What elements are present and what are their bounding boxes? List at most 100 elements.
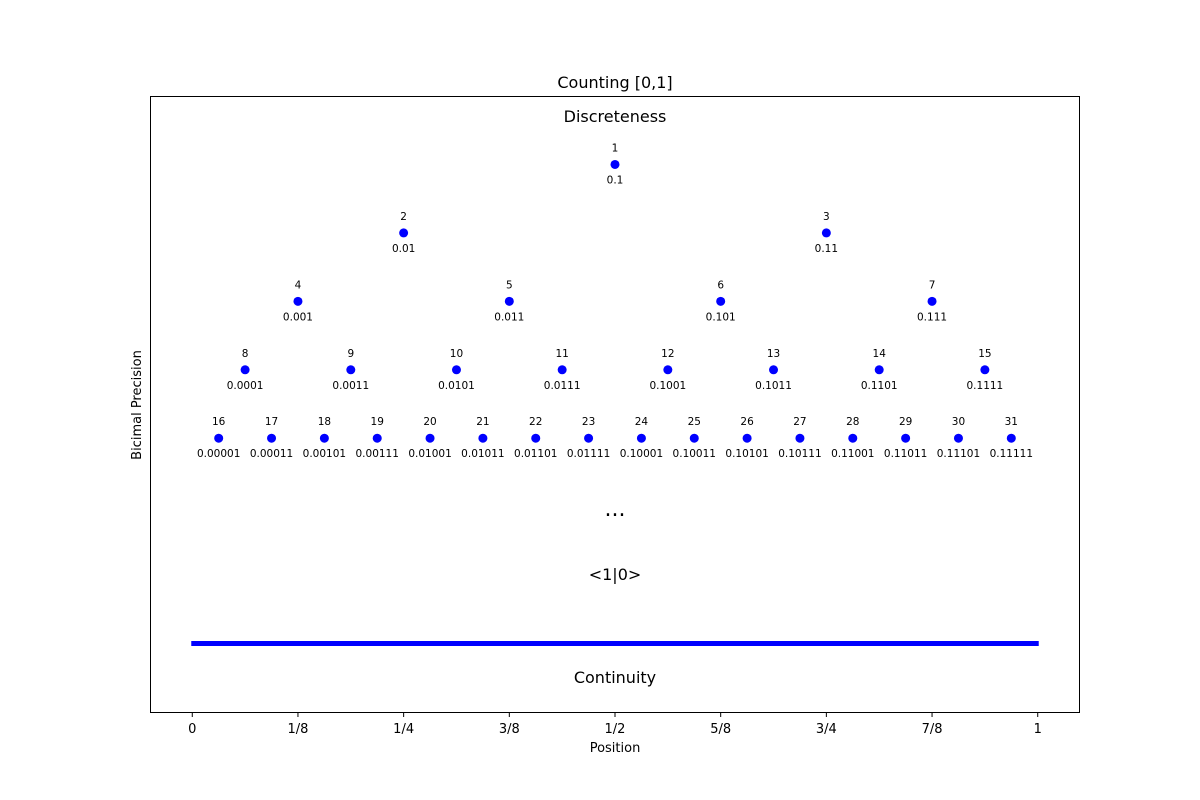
point-bicimal-label: 0.00111 (356, 448, 399, 460)
data-point (240, 365, 250, 375)
point-index-label: 20 (423, 416, 436, 428)
plot-area: 1 0.1 2 0.01 3 0.11 4 0.001 5 0.011 6 0.101 7 0.111 8 0… (191, 107, 1039, 687)
point-index-label: 10 (450, 348, 463, 360)
point-index-label: 9 (347, 348, 354, 360)
data-point (1006, 433, 1016, 443)
continuity-label: Continuity (574, 668, 656, 687)
data-point (716, 296, 726, 306)
x-tick-label: 0 (188, 722, 196, 737)
x-axis-label: Position (590, 741, 641, 756)
data-point (927, 296, 937, 306)
data-point (557, 365, 567, 375)
point-index-label: 27 (793, 416, 806, 428)
data-point (399, 228, 409, 238)
point-bicimal-label: 0.00011 (250, 448, 293, 460)
point-index-label: 26 (740, 416, 754, 428)
data-point (504, 296, 514, 306)
point-index-label: 23 (582, 416, 595, 428)
data-point (689, 433, 699, 443)
point-index-label: 6 (717, 279, 724, 291)
point-bicimal-label: 0.01101 (514, 448, 557, 460)
data-point (584, 433, 594, 443)
point-bicimal-label: 0.1011 (755, 380, 792, 392)
x-tick-label: 7/8 (922, 722, 943, 737)
point-bicimal-label: 0.11101 (937, 448, 980, 460)
point-bicimal-label: 0.01111 (567, 448, 610, 460)
point-index-label: 15 (978, 348, 991, 360)
data-point (478, 433, 488, 443)
data-point (636, 433, 646, 443)
data-point (319, 433, 329, 443)
point-bicimal-label: 0.00101 (303, 448, 346, 460)
point-index-label: 13 (767, 348, 780, 360)
point-bicimal-label: 0.10001 (620, 448, 663, 460)
point-bicimal-label: 0.111 (917, 311, 947, 323)
point-index-label: 25 (688, 416, 701, 428)
point-index-label: 29 (899, 416, 912, 428)
data-point (372, 433, 382, 443)
point-bicimal-label: 0.0001 (227, 380, 264, 392)
point-bicimal-label: 0.1001 (649, 380, 686, 392)
point-bicimal-label: 0.0111 (544, 380, 581, 392)
data-point (293, 296, 303, 306)
data-point (267, 433, 277, 443)
point-index-label: 7 (929, 279, 936, 291)
point-index-label: 3 (823, 211, 830, 223)
point-index-label: 12 (661, 348, 674, 360)
point-index-label: 2 (400, 211, 407, 223)
y-axis-label: Bicimal Precision (130, 350, 145, 460)
point-index-label: 11 (555, 348, 568, 360)
point-bicimal-label: 0.00001 (197, 448, 240, 460)
point-bicimal-label: 0.10011 (673, 448, 716, 460)
point-bicimal-label: 0.11111 (990, 448, 1033, 460)
point-index-label: 22 (529, 416, 542, 428)
point-bicimal-label: 0.001 (283, 311, 313, 323)
point-index-label: 19 (371, 416, 384, 428)
data-point (663, 365, 673, 375)
data-point (901, 433, 911, 443)
point-bicimal-label: 0.01 (392, 243, 415, 255)
x-tick-label: 1/4 (393, 722, 414, 737)
data-point (874, 365, 884, 375)
point-bicimal-label: 0.101 (706, 311, 736, 323)
point-index-label: 30 (952, 416, 965, 428)
chart-title: Counting [0,1] (557, 73, 672, 92)
data-point (848, 433, 858, 443)
x-tick-label: 1 (1034, 722, 1042, 737)
data-point (953, 433, 963, 443)
data-point (531, 433, 541, 443)
point-bicimal-label: 0.11011 (884, 448, 927, 460)
data-point (610, 159, 620, 169)
x-axis: 0 1/8 1/4 3/8 1/2 5/8 3/4 7/8 1 (188, 712, 1042, 737)
x-tick-label: 1/2 (605, 722, 626, 737)
data-point (214, 433, 224, 443)
data-point (821, 228, 831, 238)
point-bicimal-label: 0.10101 (725, 448, 768, 460)
point-bicimal-label: 0.0101 (438, 380, 475, 392)
data-point (425, 433, 435, 443)
point-index-label: 16 (212, 416, 226, 428)
data-point (795, 433, 805, 443)
point-index-label: 31 (1005, 416, 1018, 428)
x-tick-label: 3/8 (499, 722, 520, 737)
x-tick-label: 5/8 (710, 722, 731, 737)
point-bicimal-label: 0.01001 (408, 448, 451, 460)
data-point (346, 365, 356, 375)
point-bicimal-label: 0.0011 (332, 380, 369, 392)
data-point (451, 365, 461, 375)
point-bicimal-label: 0.1 (607, 174, 624, 186)
discreteness-label: Discreteness (564, 107, 667, 126)
point-index-label: 18 (318, 416, 331, 428)
point-bicimal-label: 0.1111 (967, 380, 1004, 392)
x-tick-label: 1/8 (287, 722, 308, 737)
point-bicimal-label: 0.11001 (831, 448, 874, 460)
point-bicimal-label: 0.01011 (461, 448, 504, 460)
point-bicimal-label: 0.11 (815, 243, 838, 255)
limit-label: <1|0> (589, 565, 642, 584)
point-index-label: 5 (506, 279, 513, 291)
data-point (742, 433, 752, 443)
point-index-label: 24 (635, 416, 649, 428)
point-bicimal-label: 0.10111 (778, 448, 821, 460)
